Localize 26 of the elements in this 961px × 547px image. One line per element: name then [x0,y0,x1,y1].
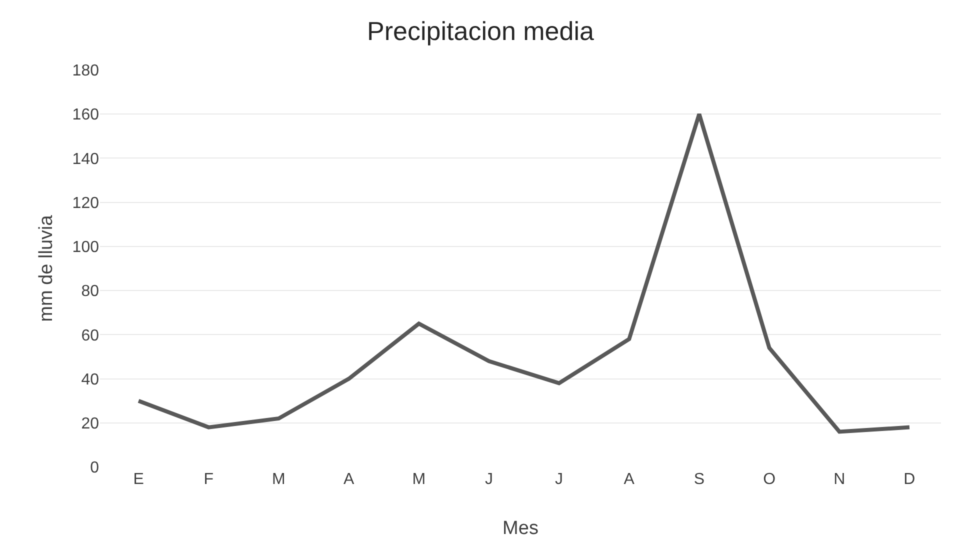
x-tick-label: O [763,471,776,488]
y-tick-label: 0 [90,460,100,477]
y-tick-label: 40 [81,371,100,388]
y-tick-label: 160 [72,106,100,124]
x-tick-label: A [624,471,635,488]
y-tick-label: 60 [81,327,100,344]
y-axis-title: mm de lluvia [36,214,57,322]
y-tick-label: 100 [72,239,100,256]
x-tick-label: J [555,471,564,488]
x-tick-label: F [204,471,214,488]
x-tick-label: J [484,471,493,488]
x-tick-label: E [133,471,144,488]
x-tick-label: A [343,471,354,488]
x-tick-label: S [694,471,705,488]
y-tick-label: 20 [81,415,100,432]
y-tick-label: 140 [72,150,100,168]
y-tick-label: 80 [81,283,100,300]
x-tick-label: D [904,471,916,488]
y-tick-label: 180 [72,62,100,80]
x-tick-label: M [412,471,426,488]
x-tick-label: M [272,471,286,488]
y-tick-label: 120 [72,194,100,212]
x-axis-title: Mes [502,518,538,539]
x-tick-label: N [834,471,846,488]
chart-title: Precipitacion media [367,16,594,46]
line-series [136,112,912,434]
